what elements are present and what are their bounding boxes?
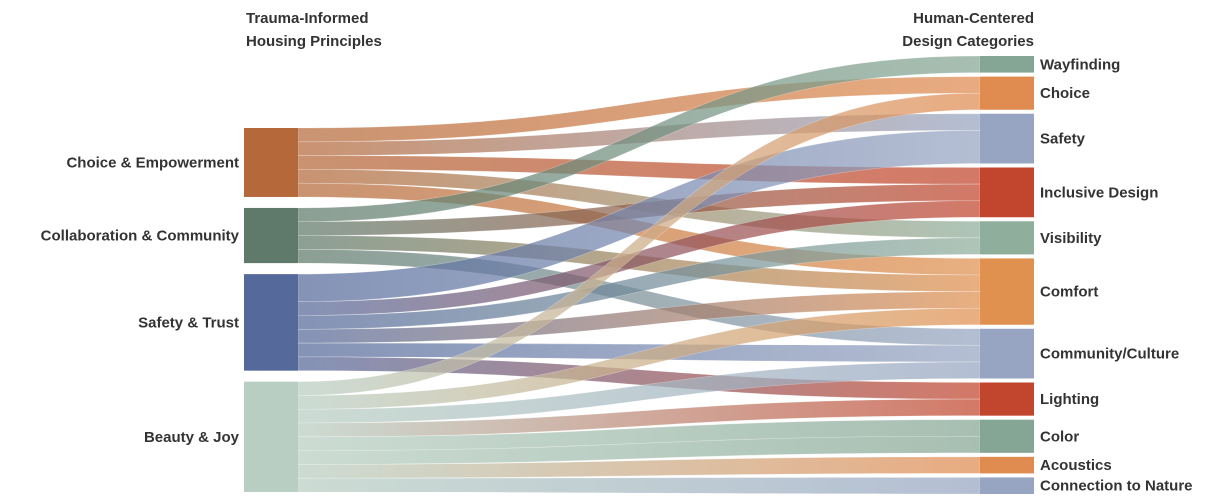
source-node-beauty-joy [244,381,298,492]
target-node-safety [980,113,1034,164]
link-beauty-joy-to-lighting [297,398,981,438]
target-node-lighting [980,382,1034,416]
target-node-inclusive-design [980,167,1034,218]
target-node-acoustics [980,456,1034,474]
source-node-collaboration-community [244,207,298,264]
target-label-visibility: Visibility [1040,230,1102,247]
right-header-line1: Human-Centered [913,10,1034,27]
link-safety-trust-to-visibility [297,237,981,330]
target-node-choice [980,76,1034,110]
source-node-choice-empowerment [244,128,298,197]
source-node-safety-trust [244,274,298,371]
target-label-safety: Safety [1040,131,1086,148]
right-header-line2: Design Categories [902,33,1034,50]
target-node-wayfinding [980,56,1034,73]
source-label-safety-trust: Safety & Trust [138,314,239,331]
target-label-community-culture: Community/Culture [1040,346,1179,363]
target-node-color [980,419,1034,453]
target-node-comfort [980,258,1034,325]
target-label-comfort: Comfort [1040,284,1098,301]
left-header-line1: Trauma-Informed [246,10,369,27]
target-node-community-culture [980,328,1034,379]
target-node-connection-to-nature [980,477,1034,494]
target-node-visibility [980,221,1034,255]
target-label-inclusive-design: Inclusive Design [1040,184,1158,201]
target-label-wayfinding: Wayfinding [1040,56,1120,73]
link-beauty-joy-to-acoustics [297,456,981,479]
link-beauty-joy-to-connection-to-nature [297,477,981,495]
target-label-connection-to-nature: Connection to Nature [1040,478,1193,495]
left-header-line2: Housing Principles [246,33,382,50]
sankey-nodes [244,56,1034,494]
target-label-acoustics: Acoustics [1040,457,1112,474]
source-label-choice-empowerment: Choice & Empowerment [66,154,239,171]
target-label-choice: Choice [1040,85,1090,102]
sankey-labels: Choice & Empowerment Collaboration & Comm… [41,56,1193,494]
target-label-color: Color [1040,428,1079,445]
target-label-lighting: Lighting [1040,391,1099,408]
sankey-links [297,55,981,495]
source-label-beauty-joy: Beauty & Joy [144,429,240,446]
source-label-collaboration-community: Collaboration & Community [41,228,240,245]
